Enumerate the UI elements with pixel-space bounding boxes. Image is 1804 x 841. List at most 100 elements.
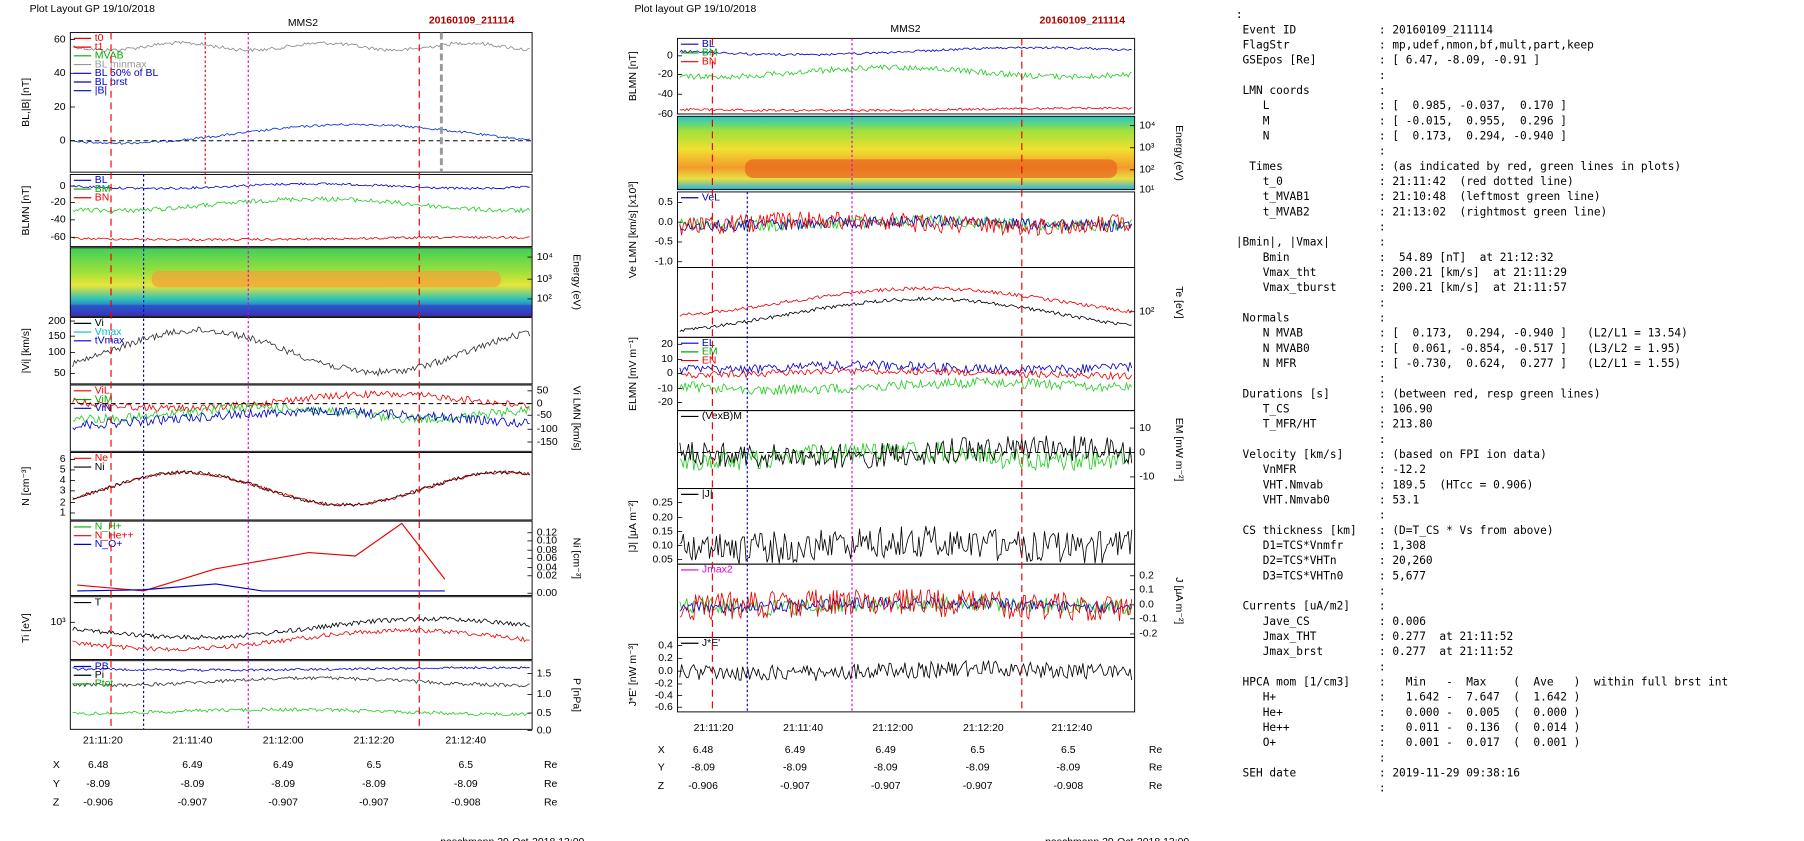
summary-key: L <box>1236 99 1270 112</box>
position-cell: X <box>658 745 665 756</box>
summary-value: : Min - Max ( Ave ) within full brst int <box>1379 676 1728 689</box>
summary-value: : -12.2 <box>1379 463 1426 476</box>
summary-key: Jave_CS <box>1236 615 1310 628</box>
position-cell: Re <box>1149 745 1163 756</box>
trace <box>679 106 1132 113</box>
tick-label: 10 <box>1139 423 1151 434</box>
trace <box>72 616 530 641</box>
header: Plot Layout GP 19/10/2018 <box>30 4 156 15</box>
trace <box>679 596 1133 614</box>
trace <box>679 659 1133 681</box>
legend-label: t1 <box>95 42 104 53</box>
tick-label: 20 <box>54 102 66 113</box>
spectrogram-middle <box>677 116 1135 190</box>
tick-label: 0.04 <box>537 562 558 573</box>
tick-label: 10² <box>537 294 553 305</box>
summary-value: : <box>1379 660 1386 673</box>
trace <box>679 286 1133 317</box>
time-label: 21:12:40 <box>445 736 486 747</box>
summary-value: : 200.21 [km/s] at 21:11:57 <box>1379 281 1567 294</box>
footer: paschmann 29-Oct-2018 13:00 <box>1045 837 1189 841</box>
summary-key: Durations [s] <box>1236 387 1330 400</box>
summary-key: H+ <box>1236 691 1277 704</box>
tick-label: -20 <box>51 197 66 208</box>
legend-label: BM <box>702 48 718 59</box>
tick-label: 50 <box>537 386 549 397</box>
legend-label: BM <box>95 184 111 195</box>
trace <box>679 366 1133 381</box>
summary-key: O+ <box>1236 736 1277 749</box>
tick-label: 0.00 <box>537 588 558 599</box>
summary-key: Vmax_tht <box>1236 266 1317 279</box>
summary-value: : <box>1379 236 1386 249</box>
header: Plot layout GP 19/10/2018 <box>634 4 756 15</box>
trace <box>679 214 1133 233</box>
position-cell: -8.09 <box>783 762 807 773</box>
summary-value: : 1.642 - 7.647 ( 1.642 ) <box>1379 691 1580 704</box>
tick-label: 20 <box>661 339 673 350</box>
position-cell: -8.09 <box>966 762 990 773</box>
panel-frame <box>677 336 1136 412</box>
summary-key: D3=TCS*VHTn0 <box>1236 569 1343 582</box>
position-cell: -0.907 <box>178 797 208 808</box>
tick-label: 0.10 <box>652 540 673 551</box>
trace <box>679 214 1133 232</box>
event-id: 20160109_211114 <box>1040 16 1126 27</box>
summary-value: : (D=T_CS * Vs from above) <box>1379 524 1554 537</box>
trace <box>72 627 530 652</box>
position-cell: 6.48 <box>693 745 714 756</box>
summary-value: : 5,677 <box>1379 569 1426 582</box>
position-cell: Re <box>1149 762 1163 773</box>
summary-key: He+ <box>1236 706 1283 719</box>
tick-label: 0.12 <box>537 528 558 539</box>
tick-label: 0.5 <box>658 197 673 208</box>
tick-label: -0.4 <box>655 690 673 701</box>
summary-key: SEH date <box>1236 767 1297 780</box>
time-label: 21:11:40 <box>172 736 212 747</box>
tick-label: 5 <box>60 465 66 476</box>
time-label: 21:11:20 <box>694 723 734 734</box>
legend-label: VeL <box>702 193 720 204</box>
tick-label: -10 <box>658 383 673 394</box>
time-label: 21:12:00 <box>872 723 913 734</box>
y-axis-label: J*E' [nW m⁻³] <box>628 643 639 706</box>
panel-frame <box>69 384 533 452</box>
tick-label: 0 <box>667 368 673 379</box>
summary-value: : 189.5 (HTcc = 0.906) <box>1379 478 1533 491</box>
panel-frame <box>69 247 533 317</box>
tick-label: 10³ <box>537 274 553 285</box>
tick-label: 0 <box>667 51 673 62</box>
legend-label: BL <box>702 39 715 50</box>
tick-label: 50 <box>54 368 66 379</box>
tick-label: 0.2 <box>1139 571 1154 582</box>
summary-key: Event ID <box>1236 23 1297 36</box>
legend-label: Ptot <box>95 679 114 690</box>
summary-value: : [ 0.985, -0.037, 0.170 ] <box>1379 99 1567 112</box>
summary-key: t_0 <box>1236 175 1283 188</box>
y-axis-label: |Vi| [km/s] <box>21 328 32 373</box>
panel-frame <box>69 520 533 597</box>
summary-value: : [ 0.061, -0.854, -0.517 ] (L3/L2 = 1.9… <box>1379 342 1681 355</box>
tick-label: -60 <box>51 232 66 243</box>
trace <box>72 675 530 688</box>
panel-frame <box>677 191 1136 269</box>
summary-value: : <box>1379 296 1386 309</box>
trace <box>679 211 1132 237</box>
tick-label: 10⁴ <box>1139 120 1155 131</box>
legend-label: BL <box>95 175 108 186</box>
spectrogram-left <box>70 247 533 317</box>
summary-value: : [ 0.173, 0.294, -0.940 ] <box>1379 129 1567 142</box>
tick-label: -20 <box>658 69 673 80</box>
tick-label: 0.20 <box>652 512 673 523</box>
legend-label: MVAB <box>95 51 124 62</box>
summary-value: : 0.011 - 0.136 ( 0.014 ) <box>1379 721 1580 734</box>
trace <box>72 195 531 214</box>
panel-frame <box>677 37 1136 115</box>
position-cell: -8.09 <box>86 779 110 790</box>
summary-value: : <box>1379 311 1386 324</box>
summary-value: : <box>1379 84 1386 97</box>
time-label: 21:12:20 <box>354 736 395 747</box>
summary-key: T_MFR/HT <box>1236 418 1317 431</box>
summary-value: : 0.001 - 0.017 ( 0.001 ) <box>1379 736 1580 749</box>
trace <box>72 389 530 412</box>
